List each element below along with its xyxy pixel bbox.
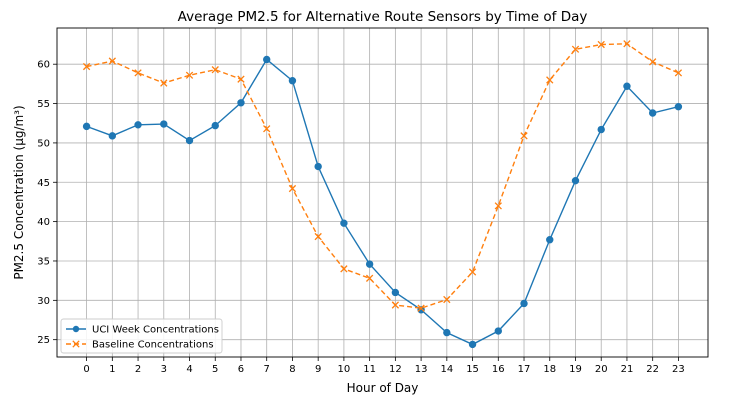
tick-layer: 0 1 2 3 4 5 6 7 8 9 10 11 12 13 14 15 16 17 18 19 20 21 22 2325…	[37, 60, 685, 375]
x-tick-label: 9	[315, 364, 321, 375]
x-tick-label: 21	[621, 364, 634, 375]
data-point	[674, 69, 683, 77]
data-point	[468, 340, 477, 349]
x-tick-label: 11	[363, 364, 376, 375]
x-tick-label: 19	[569, 364, 582, 375]
y-tick-label: 25	[37, 335, 50, 346]
data-point	[494, 202, 502, 210]
data-point	[340, 219, 348, 227]
series-line-uci-week	[86, 58, 679, 346]
data-point	[674, 103, 683, 111]
x-tick-label: 5	[212, 364, 218, 375]
data-point	[443, 295, 451, 304]
legend-marker	[72, 325, 80, 333]
data-point	[263, 125, 271, 133]
data-point	[520, 299, 528, 308]
x-tick-label: 4	[186, 364, 192, 375]
data-point	[546, 236, 554, 244]
x-tick-label: 12	[389, 364, 402, 375]
x-tick-label: 7	[264, 364, 270, 375]
data-point	[160, 79, 168, 87]
series-layer	[82, 40, 683, 349]
data-point	[134, 69, 142, 77]
data-point	[546, 76, 554, 84]
x-tick-label: 20	[595, 364, 608, 375]
x-tick-label: 8	[289, 364, 295, 375]
data-point	[314, 232, 322, 241]
data-point	[571, 176, 580, 185]
data-point	[391, 301, 400, 309]
plot-frame	[56, 27, 709, 358]
data-point	[494, 327, 502, 335]
data-point	[520, 132, 528, 140]
data-point	[288, 77, 297, 85]
data-point	[623, 40, 631, 48]
data-point	[237, 99, 245, 107]
legend-label: Baseline Concentrations	[92, 340, 214, 351]
data-point	[108, 57, 116, 65]
legend-label: UCI Week Concentrations	[92, 325, 219, 336]
data-point	[185, 71, 194, 79]
x-tick-label: 23	[672, 364, 685, 375]
data-point	[211, 121, 219, 130]
data-point	[314, 162, 322, 171]
legend-marker	[72, 340, 80, 348]
data-point	[288, 184, 297, 193]
y-axis-label: PM2.5 Concentration (µg/m³)	[12, 105, 26, 279]
data-point	[468, 268, 477, 276]
data-point	[597, 125, 605, 134]
y-tick-label: 30	[37, 296, 50, 307]
data-point	[340, 265, 348, 273]
data-point	[443, 328, 451, 337]
x-tick-label: 13	[415, 364, 428, 375]
x-tick-label: 10	[338, 364, 351, 375]
x-tick-label: 0	[83, 364, 89, 375]
y-tick-label: 40	[37, 217, 50, 228]
data-point	[365, 274, 374, 282]
data-point	[365, 260, 374, 268]
x-tick-label: 18	[543, 364, 556, 375]
y-tick-label: 50	[37, 138, 50, 149]
x-tick-label: 2	[135, 364, 141, 375]
data-point	[571, 45, 580, 53]
y-tick-label: 60	[37, 60, 50, 71]
x-tick-label: 16	[492, 364, 505, 375]
chart-title: Average PM2.5 for Alternative Route Sens…	[178, 9, 588, 25]
legend: UCI Week Concentrations Baseline Concentr…	[60, 318, 223, 354]
data-point	[82, 62, 91, 71]
data-point	[82, 122, 91, 131]
x-tick-label: 3	[161, 364, 167, 375]
y-tick-label: 35	[37, 256, 50, 267]
x-tick-label: 17	[518, 364, 531, 375]
data-point	[623, 82, 631, 90]
y-tick-label: 55	[37, 99, 50, 110]
data-point	[108, 132, 117, 140]
data-point	[160, 120, 168, 128]
data-point	[185, 136, 194, 145]
x-tick-label: 1	[109, 364, 115, 375]
y-tick-label: 45	[37, 178, 50, 189]
x-tick-label: 15	[466, 364, 479, 375]
data-point	[648, 109, 657, 117]
x-tick-label: 22	[646, 364, 659, 375]
data-point	[263, 55, 271, 64]
data-point	[597, 40, 605, 49]
data-point	[649, 58, 657, 66]
legend-box	[60, 318, 223, 354]
series-line-baseline	[86, 43, 679, 309]
x-tick-label: 14	[440, 364, 453, 375]
data-point	[134, 121, 142, 129]
data-point	[417, 304, 425, 312]
data-point	[237, 75, 245, 83]
x-tick-label: 6	[238, 364, 244, 375]
data-point	[391, 288, 400, 297]
data-point	[211, 66, 219, 74]
x-axis-label: Hour of Day	[347, 381, 419, 395]
